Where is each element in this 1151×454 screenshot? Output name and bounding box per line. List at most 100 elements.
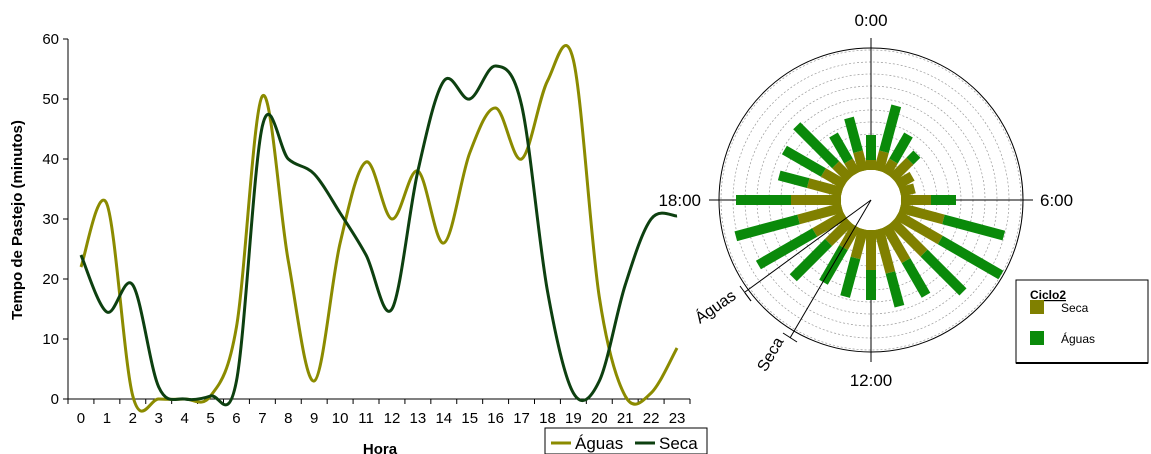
bar-seca-8	[894, 210, 943, 245]
x-axis: 0 1 2 3 4 5 6 7 8 9 10 11 12 13 14 15 16 17 18 19 20 21 22 23	[67, 398, 691, 427]
bar-aguas-19	[777, 170, 810, 188]
x-axis-label: Hora	[363, 441, 398, 454]
ring-tick-aguas-b	[744, 292, 752, 302]
x-tick-label: 3	[155, 410, 163, 427]
radial-bars	[734, 104, 1006, 308]
y-axis-label: Tempo de Pastejo (minutos)	[9, 120, 26, 320]
x-tick-label: 14	[435, 410, 452, 427]
x-tick-label: 7	[258, 410, 266, 427]
y-axis: 0 10 20 30 40 50 60	[42, 31, 69, 408]
x-tick-label: 20	[591, 410, 608, 427]
bar-seca-11	[873, 227, 896, 274]
y-tick-label: 60	[42, 31, 59, 48]
bar-seca-4	[894, 171, 915, 190]
bar-aguas-10	[901, 258, 931, 298]
plot-area	[79, 44, 679, 413]
angle-label-0: 0:00	[854, 11, 887, 30]
angle-label-12: 12:00	[850, 371, 893, 390]
bar-aguas-2	[889, 132, 913, 164]
legend-swatch-seca	[1030, 300, 1044, 314]
x-tick-label: 13	[410, 410, 427, 427]
ring-label-seca: Seca	[755, 334, 788, 374]
x-tick-label: 8	[284, 410, 292, 427]
x-tick-label: 22	[643, 410, 660, 427]
bar-seca-20	[820, 168, 848, 190]
x-tick-label: 16	[487, 410, 504, 427]
bar-seca-3	[888, 157, 914, 183]
ring-guide-seca	[789, 199, 872, 339]
bar-aguas-11	[885, 271, 905, 308]
y-tick-label: 50	[42, 91, 59, 108]
x-tick-label: 15	[461, 410, 478, 427]
bar-aguas-7	[942, 214, 1006, 241]
x-tick-label: 21	[617, 410, 634, 427]
ring-tick-seca-a	[782, 332, 798, 343]
bar-seca-13	[850, 227, 869, 260]
legend-label-aguas: Águas	[1061, 331, 1095, 346]
ring-label-aguas: Águas	[691, 286, 739, 328]
x-tick-label: 9	[310, 410, 318, 427]
x-tick-label: 18	[539, 410, 556, 427]
bar-aguas-0	[866, 135, 876, 160]
x-tick-label: 17	[513, 410, 530, 427]
series-line-seca	[79, 64, 678, 407]
bar-aguas-1	[879, 104, 902, 153]
bar-aguas-12	[866, 270, 876, 300]
angle-label-6: 6:00	[1040, 191, 1073, 210]
bar-seca-12	[866, 230, 876, 270]
bar-seca-2	[881, 158, 898, 177]
bar-aguas-17	[734, 214, 800, 242]
line-legend: Águas Seca	[544, 427, 708, 454]
legend-title: Ciclo2	[1030, 288, 1066, 302]
legend-label-aguas: Águas	[575, 434, 623, 453]
y-tick-label: 30	[42, 211, 59, 228]
bar-aguas-22	[829, 132, 853, 164]
x-tick-label: 2	[129, 410, 137, 427]
x-tick-label: 11	[358, 410, 374, 427]
bar-aguas-23	[844, 116, 863, 153]
bar-seca-7	[898, 202, 945, 225]
bar-seca-18	[791, 195, 841, 205]
x-tick-label: 6	[232, 410, 240, 427]
legend-label-seca: Seca	[659, 434, 698, 453]
x-tick-label: 19	[565, 410, 582, 427]
series-line-aguas	[79, 44, 679, 413]
bar-seca-22	[844, 158, 861, 177]
bar-aguas-8	[937, 235, 1004, 280]
legend-swatch-aguas	[1030, 331, 1044, 345]
x-tick-label: 23	[669, 410, 686, 427]
bar-seca-23	[853, 150, 869, 173]
bar-seca-9	[888, 217, 928, 257]
bar-seca-5	[898, 183, 916, 198]
y-tick-label: 10	[42, 331, 59, 348]
bar-aguas-15	[789, 238, 833, 282]
x-tick-label: 10	[332, 410, 349, 427]
bar-seca-10	[881, 223, 911, 264]
bar-seca-6	[901, 195, 931, 205]
bar-seca-21	[832, 161, 854, 183]
x-tick-label: 4	[180, 410, 188, 427]
bar-aguas-9	[920, 249, 967, 296]
bar-aguas-13	[840, 256, 861, 298]
x-tick-label: 1	[103, 410, 111, 427]
bar-aguas-3	[906, 150, 921, 165]
x-tick-label: 0	[77, 410, 85, 427]
radial-legend: Ciclo2 Seca Águas	[1015, 279, 1149, 364]
legend-label-seca: Seca	[1061, 301, 1089, 315]
radial-chart: 0:00 6:00 12:00 18:00 Águas Seca Ciclo2 …	[658, 11, 1149, 390]
bar-aguas-16	[755, 228, 818, 270]
x-tick-label: 12	[384, 410, 401, 427]
bar-seca-19	[806, 178, 844, 198]
bar-aguas-21	[793, 122, 840, 169]
bar-aguas-14	[819, 245, 848, 285]
y-tick-label: 20	[42, 271, 59, 288]
bar-seca-15	[825, 217, 854, 246]
ring-guide-aguas	[744, 199, 872, 293]
bar-aguas-18	[736, 195, 791, 205]
bar-seca-16	[812, 210, 848, 237]
y-tick-label: 40	[42, 151, 59, 168]
bar-seca-0	[866, 160, 876, 170]
bar-seca-17	[797, 202, 844, 225]
